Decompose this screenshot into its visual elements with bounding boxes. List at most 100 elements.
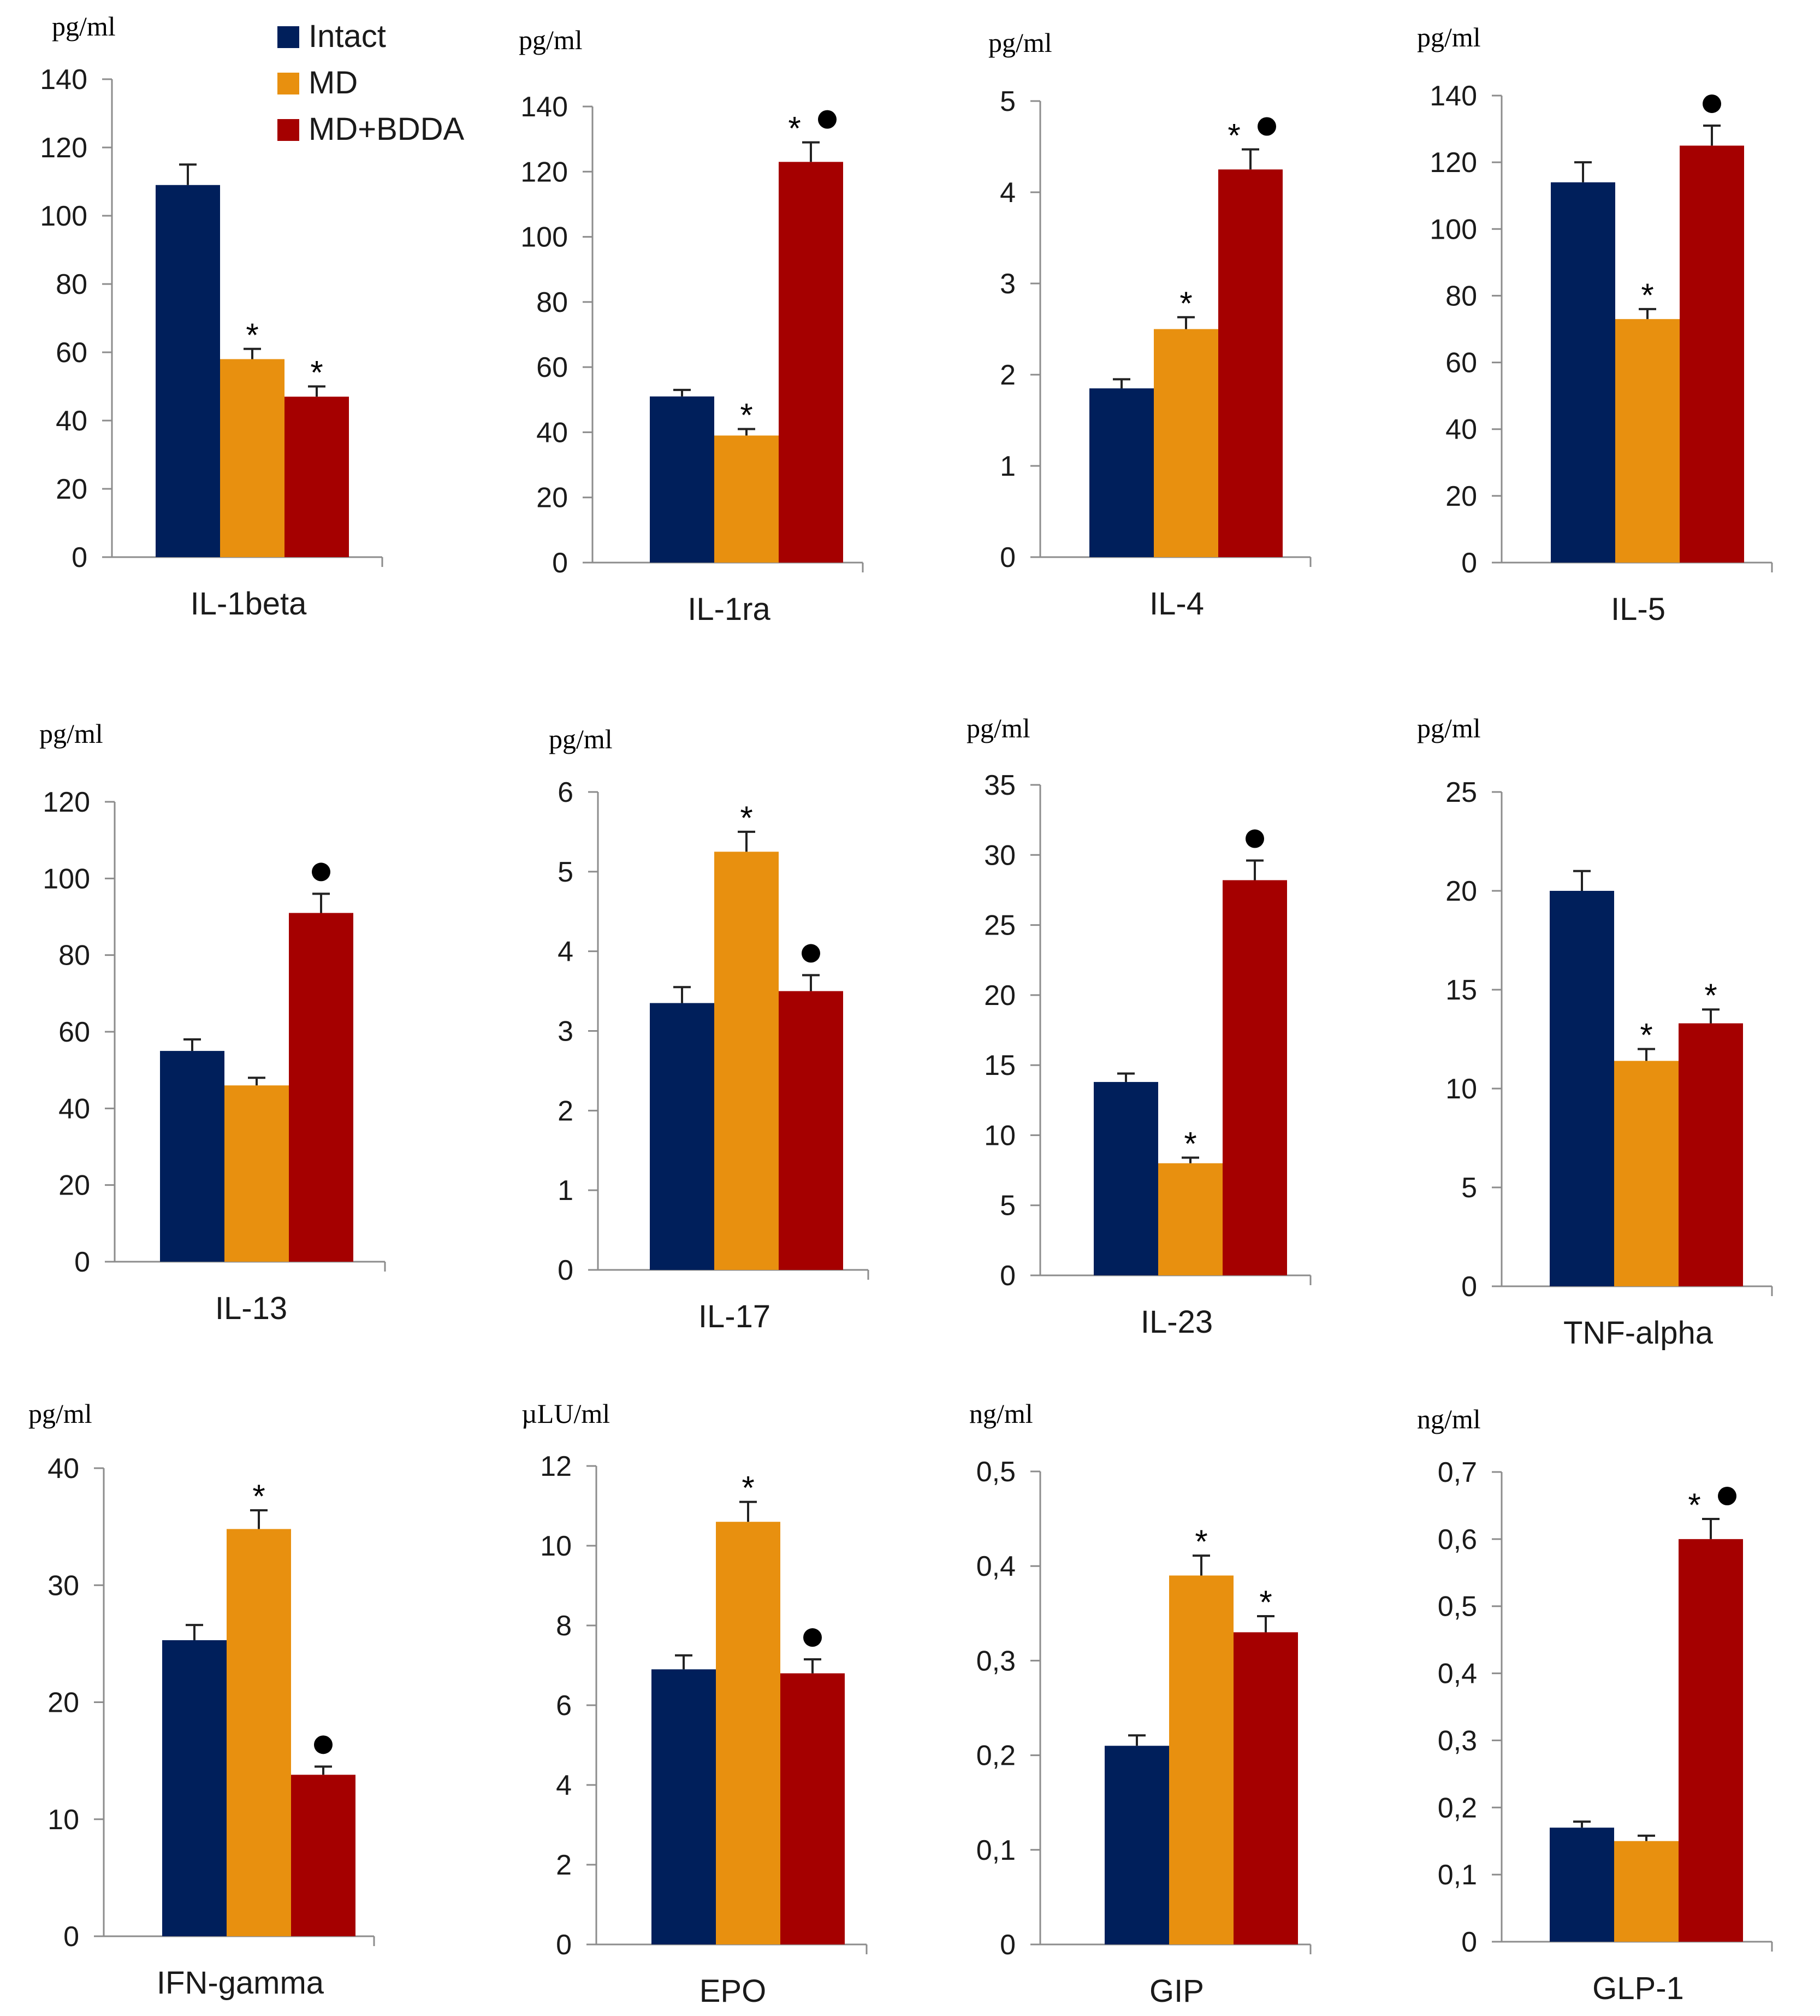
y-tick-label: 80: [56, 269, 87, 300]
bar-md: [224, 1085, 289, 1262]
chart-epo: µLU/ml 0 2 4 6 8 10 12 * EPO: [521, 1398, 868, 2009]
y-tick-label: 0,2: [976, 1740, 1016, 1772]
significance-dot: [818, 110, 837, 129]
y-tick-label: 0: [74, 1246, 90, 1278]
chart-ifn-gamma: pg/ml 0 10 20 30 40 * IFN-gamma: [28, 1398, 375, 2001]
y-tick-label: 120: [520, 156, 568, 188]
bar-intact: [1550, 1828, 1614, 1942]
bar-intact: [1094, 1081, 1158, 1275]
significance-star: *: [1640, 1017, 1652, 1054]
significance-dot: [1258, 117, 1276, 136]
significance-dot: [312, 862, 330, 882]
y-tick-label: 0: [1461, 547, 1477, 579]
y-tick-label: 10: [984, 1120, 1016, 1151]
legend-swatch-intact: [277, 26, 299, 48]
chart-il-1beta: pg/ml 0 20 40 60 80 100 120 140 * * IL-1beta: [40, 11, 383, 622]
y-tick-label: 2: [558, 1095, 573, 1127]
y-tick-label: 6: [558, 777, 573, 808]
y-tick-label: 20: [536, 482, 568, 514]
y-unit-label: pg/ml: [988, 27, 1052, 58]
y-tick-label: 3: [558, 1016, 573, 1048]
chart-il-13: pg/ml 0 20 40 60 80 100 120 IL-13: [39, 718, 386, 1326]
y-tick-label: 80: [58, 940, 90, 972]
y-tick-label: 40: [58, 1093, 90, 1125]
bar-md: [227, 1529, 291, 1936]
chart-title: IL-1ra: [687, 592, 770, 627]
y-tick-label: 5: [1461, 1172, 1477, 1204]
chart-title: IL-17: [698, 1299, 770, 1334]
y-tick-label: 10: [48, 1804, 79, 1836]
y-unit-label: pg/ml: [28, 1398, 92, 1429]
y-tick-label: 0,1: [976, 1835, 1016, 1866]
significance-dot: [803, 1628, 822, 1647]
bar-md-bdda: [1218, 169, 1283, 557]
y-unit-label: pg/ml: [39, 718, 103, 749]
significance-star: *: [1195, 1523, 1207, 1560]
chart-title: IL-4: [1149, 586, 1204, 622]
y-tick-label: 0,5: [1438, 1591, 1477, 1623]
significance-star: *: [1228, 117, 1240, 154]
y-tick-label: 100: [1430, 214, 1477, 245]
y-tick-label: 35: [984, 770, 1016, 801]
y-tick-label: 40: [56, 405, 87, 437]
significance-star: *: [1259, 1584, 1272, 1621]
y-tick-label: 120: [43, 787, 90, 818]
y-tick-label: 0: [552, 547, 568, 579]
bar-md: [1154, 329, 1218, 557]
chart-title: EPO: [699, 1973, 767, 2009]
chart-title: IL-1beta: [191, 586, 307, 622]
bar-md: [714, 852, 779, 1270]
bar-intact: [651, 1669, 716, 1944]
legend: Intact MD MD+BDDA: [277, 19, 465, 147]
y-unit-label: pg/ml: [52, 11, 116, 42]
y-tick-label: 100: [520, 222, 568, 253]
y-tick-label: 4: [1000, 177, 1016, 209]
y-tick-label: 120: [40, 132, 87, 164]
y-tick-label: 0: [1000, 542, 1016, 574]
chart-il-1ra: pg/ml 0 20 40 60 80 100 120 140 * * IL-1ra: [519, 25, 864, 627]
bar-intact: [650, 396, 714, 563]
y-tick-label: 4: [558, 936, 573, 968]
chart-glp-1: ng/ml 0 0,1 0,2 0,3 0,4 0,5 0,6 0,7 * GLP-1: [1417, 1404, 1773, 2006]
chart-tnf-alpha: pg/ml 0 5 10 15 20 25 * * TNF-alpha: [1417, 713, 1773, 1351]
y-tick-label: 40: [1445, 414, 1477, 446]
y-unit-label: ng/ml: [969, 1398, 1033, 1429]
y-tick-label: 120: [1430, 147, 1477, 179]
significance-dot: [802, 944, 820, 963]
chart-il-17: pg/ml 0 1 2 3 4 5 6 * IL-17: [549, 724, 869, 1334]
y-unit-label: pg/ml: [1417, 22, 1481, 52]
y-tick-label: 0,3: [976, 1645, 1016, 1677]
y-tick-label: 0: [63, 1921, 79, 1953]
y-tick-label: 5: [1000, 1190, 1016, 1222]
chart-title: GLP-1: [1592, 1971, 1684, 2006]
y-tick-label: 20: [984, 980, 1016, 1012]
y-tick-label: 0,6: [1438, 1524, 1477, 1556]
y-tick-label: 0,2: [1438, 1792, 1477, 1824]
bar-intact: [160, 1051, 224, 1262]
y-tick-label: 25: [1445, 777, 1477, 808]
significance-star: *: [1688, 1487, 1700, 1523]
y-tick-label: 0: [1000, 1929, 1016, 1961]
y-tick-label: 40: [48, 1453, 79, 1485]
significance-star: *: [252, 1478, 265, 1515]
y-tick-label: 0,4: [976, 1551, 1016, 1582]
y-tick-label: 2: [1000, 359, 1016, 391]
y-tick-label: 2: [556, 1849, 572, 1881]
bar-intact: [1551, 182, 1615, 563]
chart-title: IL-13: [215, 1291, 287, 1326]
significance-star: *: [788, 110, 801, 147]
y-tick-label: 0: [558, 1255, 573, 1286]
bar-md-bdda: [779, 162, 843, 563]
y-tick-label: 1: [558, 1175, 573, 1207]
legend-label-md: MD: [309, 65, 358, 100]
y-tick-label: 0,3: [1438, 1725, 1477, 1757]
y-tick-label: 0: [1461, 1271, 1477, 1303]
bar-md: [220, 359, 284, 557]
bar-intact: [1105, 1746, 1169, 1944]
bar-intact: [650, 1003, 714, 1270]
chart-title: IL-23: [1141, 1304, 1213, 1340]
y-tick-label: 15: [1445, 974, 1477, 1006]
significance-star: *: [742, 1470, 754, 1506]
bar-intact: [162, 1640, 227, 1936]
